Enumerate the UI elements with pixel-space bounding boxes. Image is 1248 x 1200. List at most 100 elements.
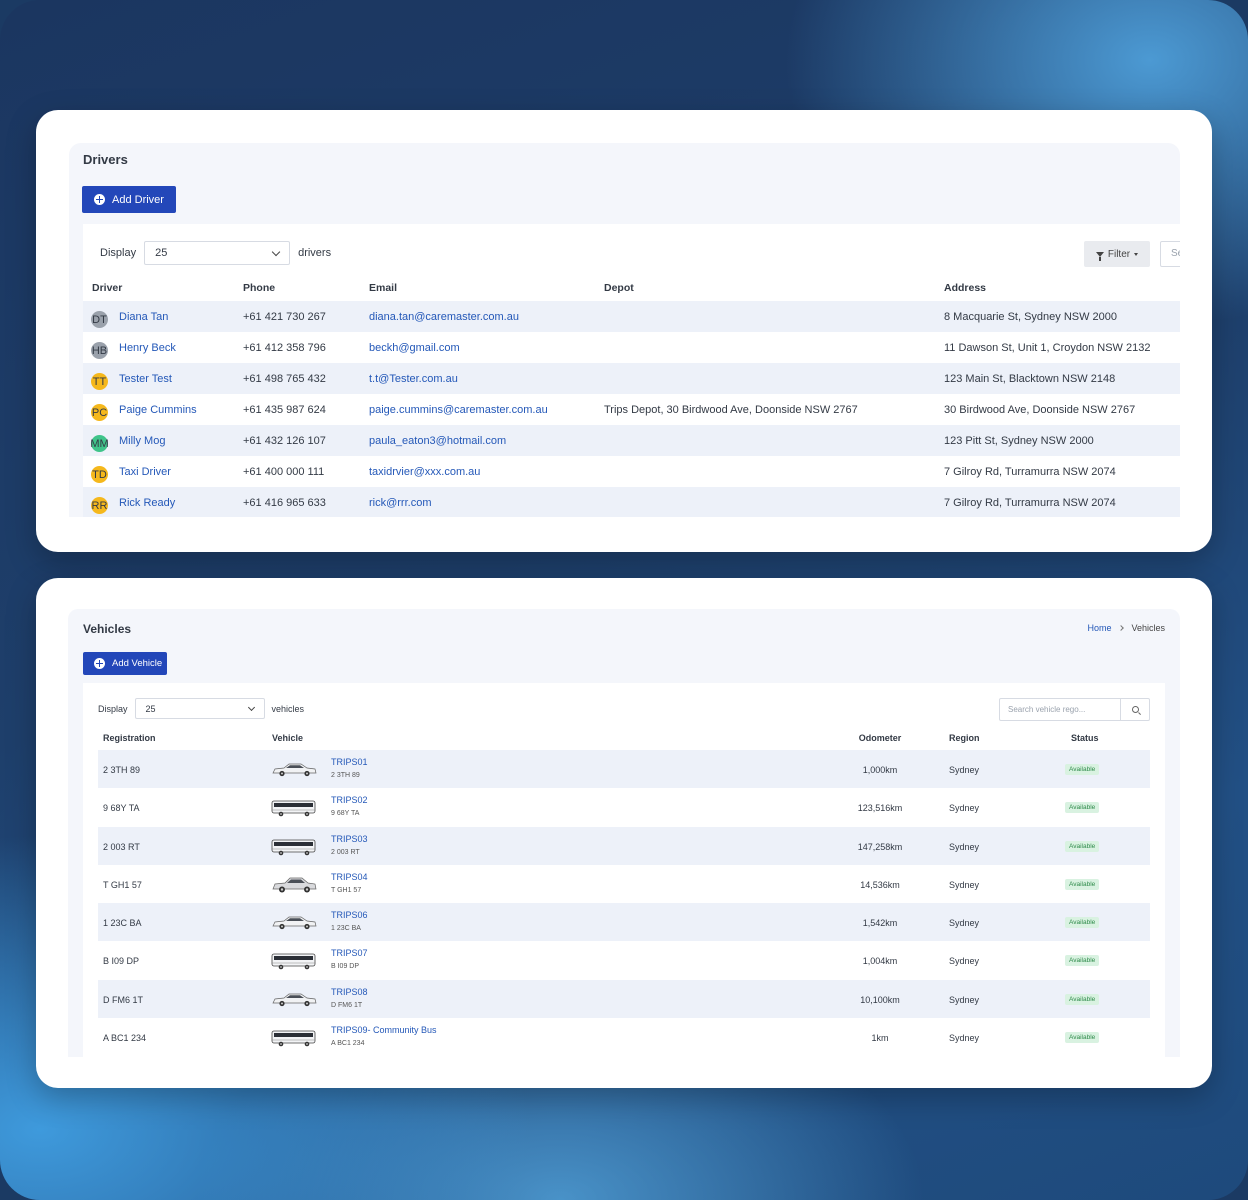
vehicle-name-link[interactable]: TRIPS04 [331, 871, 368, 882]
add-vehicle-button[interactable]: Add Vehicle [83, 652, 167, 675]
vehicle-odometer: 1km [871, 1033, 889, 1044]
table-row: 2 003 RT TRIPS03 2 003 RT 147,258km Sydney Av… [98, 826, 1150, 865]
column-header[interactable]: Address [944, 282, 987, 294]
breadcrumb: Home Vehicles [1087, 623, 1165, 633]
table-row: D FM6 1T TRIPS08 D FM6 1T 10,100km Sydney Ava… [98, 979, 1150, 1019]
driver-phone: +61 432 126 107 [243, 435, 326, 447]
column-header[interactable]: Phone [243, 282, 276, 294]
status-badge: Available [1065, 955, 1100, 967]
column-header[interactable]: Depot [604, 282, 634, 294]
driver-name-link[interactable]: Paige Cummins [119, 404, 197, 416]
driver-email-link[interactable]: beckh@gmail.com [369, 342, 460, 354]
search-button[interactable] [1120, 699, 1149, 720]
driver-name-link[interactable]: Taxi Driver [119, 466, 171, 478]
table-row: DT Diana Tan +61 421 730 267 diana.tan@care… [83, 301, 1180, 332]
table-row: 9 68Y TA TRIPS02 9 68Y TA 123,516km Sydney Av… [98, 788, 1150, 826]
avatar: PC [91, 404, 108, 421]
column-header[interactable]: Status [1071, 733, 1099, 743]
driver-name-link[interactable]: Henry Beck [119, 342, 176, 354]
table-row: B I09 DP TRIPS07 B I09 DP 1,004km Sydney Avai… [98, 941, 1150, 979]
vehicle-registration: 1 23C BA [103, 918, 142, 929]
driver-email-link[interactable]: t.t@Tester.com.au [369, 373, 458, 385]
vehicle-odometer: 123,516km [857, 803, 903, 814]
table-row: TT Tester Test +61 498 765 432 t.t@Tester.c… [83, 363, 1180, 394]
page-size-select[interactable]: 25 [134, 698, 265, 719]
display-label: Display [98, 703, 128, 714]
car-icon [270, 989, 318, 1011]
driver-address: 7 Gilroy Rd, Turramurra NSW 2074 [944, 466, 1116, 478]
column-header[interactable]: Vehicle [272, 733, 304, 743]
filter-icon [1095, 251, 1104, 261]
driver-email-link[interactable]: taxidrvier@xxx.com.au [369, 466, 481, 478]
vehicle-region: Sydney [949, 841, 980, 852]
vehicle-name-link[interactable]: TRIPS07 [331, 948, 368, 959]
vehicle-registration: B I09 DP [103, 956, 140, 967]
drivers-card: Drivers Add Driver Display 25 drivers Fi… [36, 110, 1212, 552]
vehicle-name-link[interactable]: TRIPS03 [331, 833, 368, 844]
search-input[interactable]: Se [1160, 241, 1180, 267]
status-badge: Available [1065, 764, 1100, 775]
vehicle-subtitle: 2 003 RT [331, 848, 360, 856]
vehicle-odometer: 14,536km [860, 879, 900, 890]
driver-name-link[interactable]: Tester Test [119, 373, 172, 385]
vehicle-name-link[interactable]: TRIPS09- Community Bus [331, 1025, 437, 1036]
page-size-value: 25 [155, 247, 168, 259]
driver-name-link[interactable]: Diana Tan [119, 311, 169, 323]
column-header[interactable]: Odometer [858, 733, 902, 743]
vehicle-search: Search vehicle rego... [999, 698, 1150, 721]
avatar: DT [91, 311, 108, 328]
bus-icon [270, 797, 318, 819]
vehicle-odometer: 1,000km [862, 765, 898, 775]
page-title: Vehicles [83, 622, 132, 636]
table-row: RR Rick Ready +61 416 965 633 rick@rrr.com 7… [83, 487, 1180, 517]
add-vehicle-label: Add Vehicle [112, 658, 163, 669]
filter-button[interactable]: Filter [1084, 241, 1150, 267]
status-badge: Available [1065, 802, 1100, 814]
driver-address: 30 Birdwood Ave, Doonside NSW 2767 [944, 404, 1136, 416]
vehicle-subtitle: B I09 DP [331, 963, 360, 971]
vehicle-region: Sydney [949, 879, 980, 890]
column-header[interactable]: Driver [92, 282, 123, 294]
page-size-value: 25 [145, 703, 156, 714]
driver-email-link[interactable]: paula_eaton3@hotmail.com [369, 435, 507, 447]
vehicle-registration: 2 003 RT [103, 841, 140, 852]
driver-address: 123 Pitt St, Sydney NSW 2000 [944, 435, 1094, 447]
vehicle-name-link[interactable]: TRIPS01 [331, 757, 368, 767]
vehicles-panel: Vehicles Home Vehicles Add Vehicle Displ… [68, 609, 1180, 1057]
bus-icon [270, 950, 318, 972]
driver-phone: +61 435 987 624 [243, 404, 326, 416]
vehicle-odometer: 1,542km [862, 918, 898, 929]
car-icon [270, 874, 318, 896]
breadcrumb-home[interactable]: Home [1087, 623, 1112, 633]
driver-name-link[interactable]: Milly Mog [119, 435, 166, 447]
driver-email-link[interactable]: rick@rrr.com [369, 497, 432, 509]
vehicle-name-link[interactable]: TRIPS02 [331, 795, 368, 806]
add-driver-button[interactable]: Add Driver [82, 186, 176, 213]
driver-depot: Trips Depot, 30 Birdwood Ave, Doonside N… [604, 404, 858, 416]
column-header[interactable]: Region [949, 733, 980, 743]
vehicle-name-link[interactable]: TRIPS06 [331, 910, 368, 921]
vehicle-odometer: 1,004km [862, 956, 898, 967]
add-driver-label: Add Driver [112, 193, 164, 206]
vehicle-odometer: 147,258km [857, 841, 903, 852]
display-suffix: vehicles [271, 703, 305, 714]
column-header[interactable]: Email [369, 282, 398, 294]
driver-name-link[interactable]: Rick Ready [119, 497, 176, 509]
drivers-table-area: Display 25 drivers Filter Se Driver Phon… [83, 224, 1180, 517]
vehicle-odometer: 10,100km [860, 994, 900, 1005]
vehicles-card: Vehicles Home Vehicles Add Vehicle Displ… [36, 578, 1212, 1088]
vehicle-region: Sydney [949, 803, 980, 814]
search-input[interactable]: Search vehicle rego... [1008, 705, 1086, 714]
column-header[interactable]: Registration [103, 733, 156, 743]
table-row: 1 23C BA TRIPS06 1 23C BA 1,542km Sydney Avai… [98, 903, 1150, 942]
avatar: TD [91, 466, 108, 483]
drivers-panel: Drivers Add Driver Display 25 drivers Fi… [69, 143, 1180, 517]
table-header: Driver Phone Email Depot Address [83, 274, 1180, 301]
bus-icon [270, 836, 318, 858]
vehicle-name-link[interactable]: TRIPS08 [331, 986, 368, 997]
table-row: T GH1 57 TRIPS04 T GH1 57 14,536km Sydney Ava… [98, 865, 1150, 903]
driver-email-link[interactable]: paige.cummins@caremaster.com.au [369, 404, 548, 416]
page-title: Drivers [83, 152, 128, 167]
driver-email-link[interactable]: diana.tan@caremaster.com.au [369, 311, 519, 323]
page-size-select[interactable]: 25 [144, 241, 291, 265]
